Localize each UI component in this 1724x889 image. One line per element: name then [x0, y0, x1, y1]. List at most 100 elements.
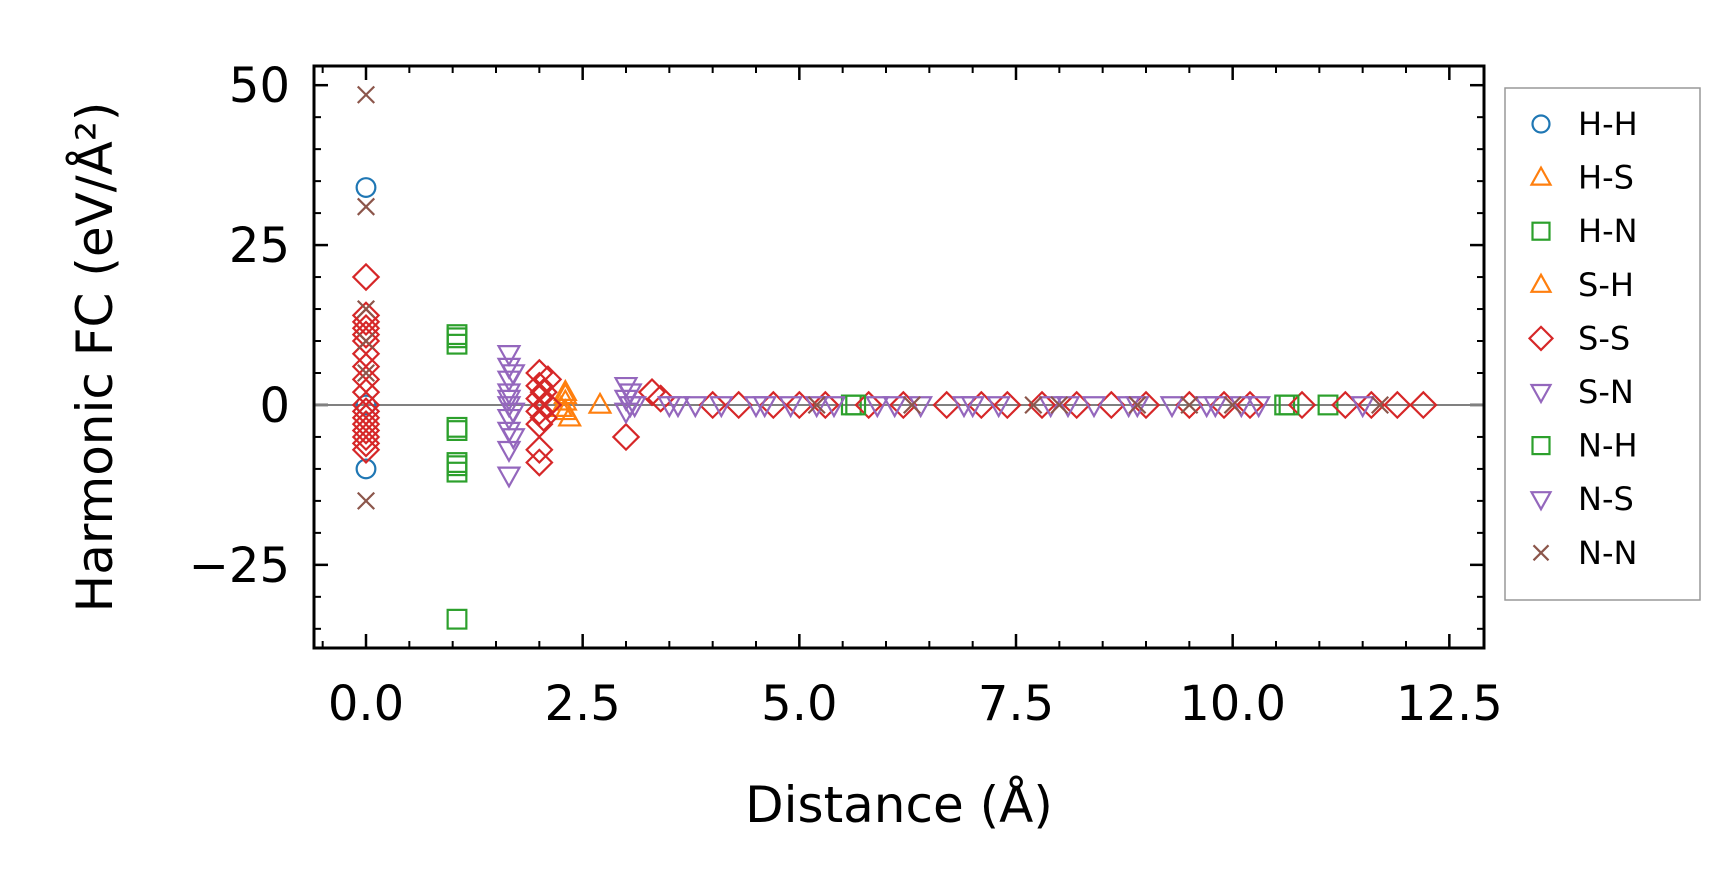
data-point-n-n — [356, 300, 376, 319]
data-point-s-s — [533, 365, 563, 394]
legend-label-s-h: S-H — [1578, 266, 1634, 304]
data-point-n-s — [665, 396, 691, 419]
data-point-n-h — [446, 324, 468, 346]
legend-label-s-n: S-N — [1578, 373, 1634, 411]
data-point-n-n — [356, 491, 376, 510]
plot-frame — [312, 64, 1486, 650]
data-point-s-n — [1350, 396, 1375, 419]
data-point-s-n — [496, 345, 522, 368]
data-point-s-n — [821, 396, 847, 419]
data-point-s-s — [646, 384, 675, 413]
y-tick-label: 0 — [259, 378, 290, 434]
data-point-s-s — [351, 320, 381, 349]
data-point-s-s — [529, 403, 558, 432]
legend-label-h-s: H-S — [1578, 159, 1634, 197]
data-point-s-s — [993, 390, 1022, 420]
data-point-n-n — [1128, 395, 1147, 414]
data-point-s-s — [1235, 390, 1265, 420]
data-point-n-h — [446, 455, 468, 477]
data-point-n-n — [1180, 395, 1199, 414]
data-point-s-n — [778, 396, 803, 419]
data-point-n-n — [1223, 395, 1242, 414]
data-point-s-s — [351, 422, 381, 452]
data-point-s-s — [351, 429, 381, 458]
data-point-s-s — [854, 390, 883, 420]
data-point-n-h — [1278, 394, 1300, 416]
data-point-s-s — [533, 390, 563, 420]
legend-label-h-h: H-H — [1578, 105, 1638, 143]
data-point-s-s — [525, 397, 554, 426]
data-point-n-h — [845, 394, 867, 416]
data-point-n-s — [1194, 396, 1219, 419]
data-point-s-n — [683, 396, 708, 419]
legend-marker-n-s — [1529, 491, 1553, 512]
data-point-s-s — [1409, 390, 1438, 420]
data-point-n-s — [1125, 396, 1150, 419]
data-point-s-s — [811, 390, 840, 420]
x-tick-label: 2.5 — [544, 676, 620, 732]
data-point-n-s — [752, 396, 777, 419]
points-layer — [351, 85, 1438, 630]
series-s-s — [351, 262, 1438, 477]
data-point-s-n — [1159, 396, 1185, 419]
data-point-n-n — [356, 363, 376, 383]
data-point-h-s — [587, 391, 613, 414]
data-point-s-s — [351, 416, 381, 445]
data-point-s-s — [351, 307, 381, 337]
data-point-h-h — [355, 458, 377, 480]
legend-label-n-h: N-H — [1578, 427, 1638, 465]
legend-label-s-s: S-S — [1578, 319, 1630, 357]
data-point-s-n — [1246, 396, 1271, 419]
series-n-n — [356, 85, 1390, 510]
data-point-s-h — [548, 394, 574, 417]
data-point-s-s — [1287, 390, 1317, 420]
x-tick-label: 0.0 — [328, 676, 404, 732]
data-point-n-n — [356, 85, 376, 104]
data-point-h-h — [355, 394, 377, 416]
data-point-h-n — [446, 420, 468, 441]
legend-label-n-s: N-S — [1578, 480, 1634, 518]
legend: H-H H-S H-N S-H S-S S-N N-H N-S N-N — [1504, 87, 1701, 601]
data-point-n-n — [1024, 395, 1043, 414]
data-point-n-s — [501, 428, 526, 451]
data-point-n-s — [960, 396, 985, 419]
data-point-n-n — [807, 395, 826, 414]
legend-marker-h-h — [1531, 114, 1551, 134]
data-point-n-n — [356, 197, 376, 216]
y-tick-label: 50 — [229, 58, 290, 114]
series-h-h — [355, 177, 377, 480]
data-point-s-n — [496, 383, 522, 406]
data-point-s-s — [525, 448, 554, 477]
data-point-h-h — [355, 177, 377, 198]
labels-layer: 0.0 2.5 5.0 7.5 10.0 12.5 −25 0 25 50 — [189, 58, 1503, 732]
y-tick-label: 25 — [229, 218, 290, 274]
ticks-layer — [314, 66, 1484, 648]
data-point-s-s — [351, 262, 381, 292]
data-point-s-s — [351, 435, 381, 464]
x-tick-label: 12.5 — [1396, 676, 1503, 732]
data-point-s-s — [1027, 390, 1057, 420]
x-tick-label: 10.0 — [1179, 676, 1286, 732]
data-point-s-n — [1081, 396, 1107, 419]
data-point-s-n — [496, 466, 522, 489]
legend-marker-h-n — [1531, 221, 1551, 241]
legend-marker-h-s — [1529, 165, 1553, 186]
legend-marker-n-n — [1532, 544, 1550, 562]
x-axis-title: Distance (Å) — [745, 776, 1053, 834]
y-axis-title: Harmonic FC (eV/Å²) — [66, 102, 124, 613]
data-point-n-n — [902, 395, 922, 414]
data-point-s-n — [618, 383, 643, 406]
data-point-n-n — [1370, 395, 1390, 414]
legend-label-h-n: H-N — [1578, 212, 1638, 250]
legend-marker-n-h — [1531, 436, 1551, 456]
data-point-s-s — [1357, 390, 1386, 420]
data-point-n-s — [501, 402, 526, 425]
series-s-h — [548, 382, 578, 417]
legend-marker-s-s — [1527, 325, 1555, 352]
legend-marker-s-h — [1529, 272, 1553, 293]
legend-marker-s-n — [1529, 383, 1553, 405]
y-tick-label: −25 — [189, 538, 290, 594]
data-point-n-s — [501, 364, 526, 387]
data-point-h-n — [1317, 394, 1339, 416]
